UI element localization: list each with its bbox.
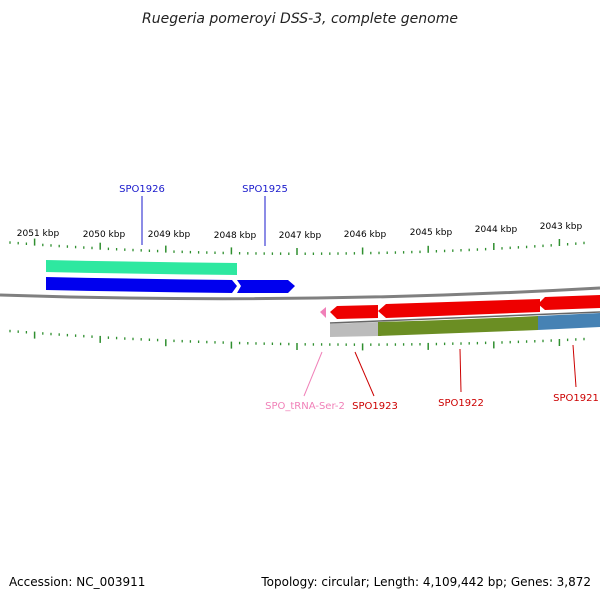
forward-strand-genes <box>46 260 295 293</box>
leader-line-spo-trna-ser-2 <box>303 351 323 397</box>
tick-label-2046: 2046 kbp <box>344 230 387 240</box>
gene-label-spo1921[interactable]: SPO1921 <box>553 393 599 404</box>
upper-tick-row <box>9 238 585 255</box>
gene-labels: SPO1926 SPO1925 SPO_tRNA-Ser-2 SPO1923 S… <box>119 184 599 412</box>
tick-label-2047: 2047 kbp <box>279 231 322 241</box>
tick-label-2051: 2051 kbp <box>17 229 60 239</box>
map-title: Ruegeria pomeroyi DSS-3, complete genome <box>142 11 458 27</box>
lower-tick-row <box>9 329 585 351</box>
gene-label-spo1925[interactable]: SPO1925 <box>242 184 288 195</box>
tick-label-2045: 2045 kbp <box>410 228 453 238</box>
gene-bar-spo1922-olive[interactable] <box>378 316 538 336</box>
tick-label-2049: 2049 kbp <box>148 230 191 240</box>
genome-summary-text: Topology: circular; Length: 4,109,442 bp… <box>260 575 591 589</box>
gene-bar-spo1926-blue[interactable] <box>46 277 237 293</box>
gene-track-shadow <box>329 311 600 324</box>
gene-label-spo1922[interactable]: SPO1922 <box>438 398 484 409</box>
accession-text: Accession: NC_003911 <box>9 575 145 589</box>
gene-bar-spo1925-blue[interactable] <box>237 280 295 293</box>
gene-bar-spo1921-steel[interactable] <box>538 313 600 330</box>
leader-line-spo1921 <box>572 344 577 388</box>
tick-label-2050: 2050 kbp <box>83 230 126 240</box>
gene-label-spo1923[interactable]: SPO1923 <box>352 401 398 412</box>
upper-tick-labels: 2051 kbp 2050 kbp 2049 kbp 2048 kbp 2047… <box>17 222 583 241</box>
tick-label-2043: 2043 kbp <box>540 222 583 232</box>
reverse-strand-genes <box>320 295 600 337</box>
gene-bar-spo1926-cyan[interactable] <box>46 260 237 275</box>
gene-bar-spo1921-red[interactable] <box>538 295 600 310</box>
gene-label-spo1926[interactable]: SPO1926 <box>119 184 165 195</box>
gene-bar-spo1923-gray[interactable] <box>330 322 378 337</box>
gene-bar-spo1922-red[interactable] <box>378 299 540 318</box>
gene-label-spo-trna-ser-2[interactable]: SPO_tRNA-Ser-2 <box>265 401 345 412</box>
leader-line-spo1923 <box>354 351 375 397</box>
tick-label-2044: 2044 kbp <box>475 225 518 235</box>
gene-bar-spo-trna-ser-2[interactable] <box>320 307 326 318</box>
gene-bar-spo1923-red[interactable] <box>330 305 378 319</box>
tick-label-2048: 2048 kbp <box>214 231 257 241</box>
genome-backbone <box>0 286 600 301</box>
leader-line-spo1922 <box>459 348 462 393</box>
